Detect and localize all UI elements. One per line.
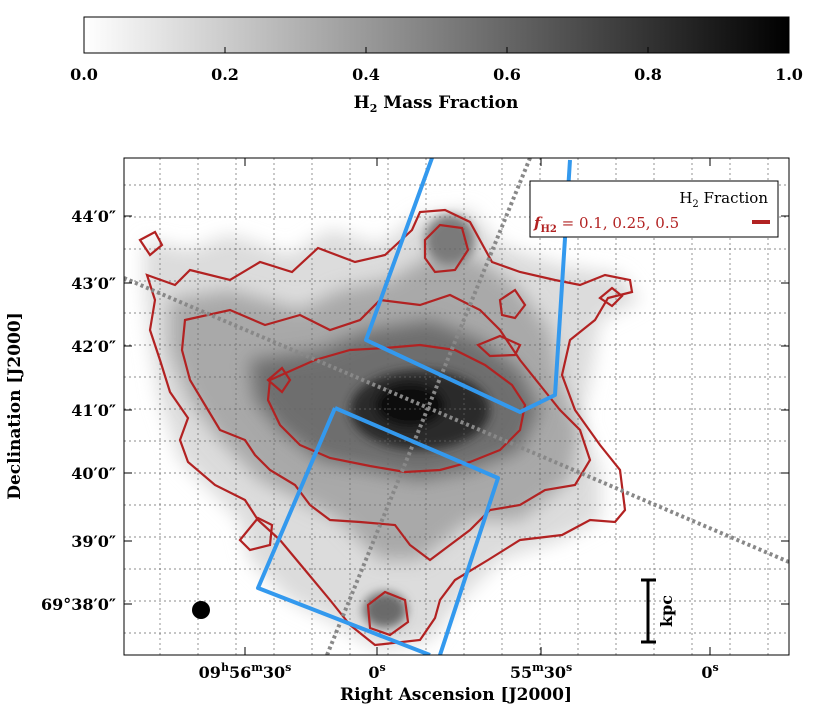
y-tick-label: 43′0″ (71, 274, 116, 293)
colorbar-tick-label: 0.4 (352, 65, 380, 84)
legend-entry: fH2 = 0.1, 0.25, 0.5 (533, 214, 679, 235)
y-tick-label: 44′0″ (71, 207, 116, 226)
x-tick-labels: 09h56m30s 0s 55m30s 0s (199, 661, 719, 682)
y-axis-title: Declination [J2000] (5, 312, 25, 500)
contour-hole (475, 334, 522, 358)
x-tick-label: 0s (368, 661, 385, 682)
axis-ticks (124, 158, 789, 655)
beam-marker (192, 601, 210, 619)
colorbar-tick-label: 1.0 (775, 65, 803, 84)
x-tick-label: 0s (701, 661, 718, 682)
colorbar: 0.0 0.2 0.4 0.6 0.8 1.0 H2 Mass Fraction (70, 16, 803, 115)
footprint-south (256, 406, 500, 655)
x-tick-label: 09h56m30s (199, 661, 292, 682)
legend: H2 Fraction fH2 = 0.1, 0.25, 0.5 (529, 180, 779, 238)
y-tick-label: 39′0″ (71, 532, 116, 551)
colorbar-label: H2 Mass Fraction (354, 93, 519, 115)
plot-frame (123, 157, 790, 656)
y-tick-labels: 44′0″ 43′0″ 42′0″ 41′0″ 40′0″ 39′0″ 69°38′0″ (41, 207, 116, 614)
colorbar-ticks: 0.0 0.2 0.4 0.6 0.8 1.0 (70, 47, 803, 84)
legend-title: H2 Fraction (679, 189, 768, 210)
scale-bar-label: kpc (657, 595, 676, 627)
colorbar-gradient (83, 16, 790, 54)
galaxy-axes (124, 158, 789, 655)
map-peak-core (375, 383, 445, 427)
legend-box (529, 180, 779, 238)
map-knot-north (425, 215, 475, 265)
footprint-north (364, 158, 572, 414)
y-tick-label: 42′0″ (71, 337, 116, 356)
x-axis-title: Right Ascension [J2000] (340, 685, 572, 705)
y-tick-label: 41′0″ (71, 401, 116, 420)
contour-0.1-knot-left (138, 230, 164, 257)
contour-knot-south (366, 590, 410, 637)
contour-0.1-knot-southwest (238, 516, 274, 552)
major-axis-line (124, 276, 789, 564)
slit-footprints (256, 158, 572, 655)
contour-knot-far-east (598, 286, 624, 308)
scale-bar (641, 578, 656, 644)
colorbar-tick-label: 0.2 (211, 65, 239, 84)
plot-area: kpc H2 Fraction fH2 = 0.1, 0.25, 0.5 (123, 157, 790, 656)
y-tick-label: 69°38′0″ (41, 595, 116, 614)
contour-0.5-main (266, 343, 527, 474)
y-tick-label: 40′0″ (71, 464, 116, 483)
x-tick-label: 55m30s (510, 661, 572, 682)
colorbar-tick-label: 0.6 (493, 65, 521, 84)
contour-0.25-knot-north (423, 223, 470, 274)
contour-knot-east (498, 288, 527, 320)
contour-0.5-knot-left (266, 366, 292, 394)
colorbar-tick-label: 0.8 (634, 65, 662, 84)
colorbar-tick-label: 0.0 (70, 65, 98, 84)
